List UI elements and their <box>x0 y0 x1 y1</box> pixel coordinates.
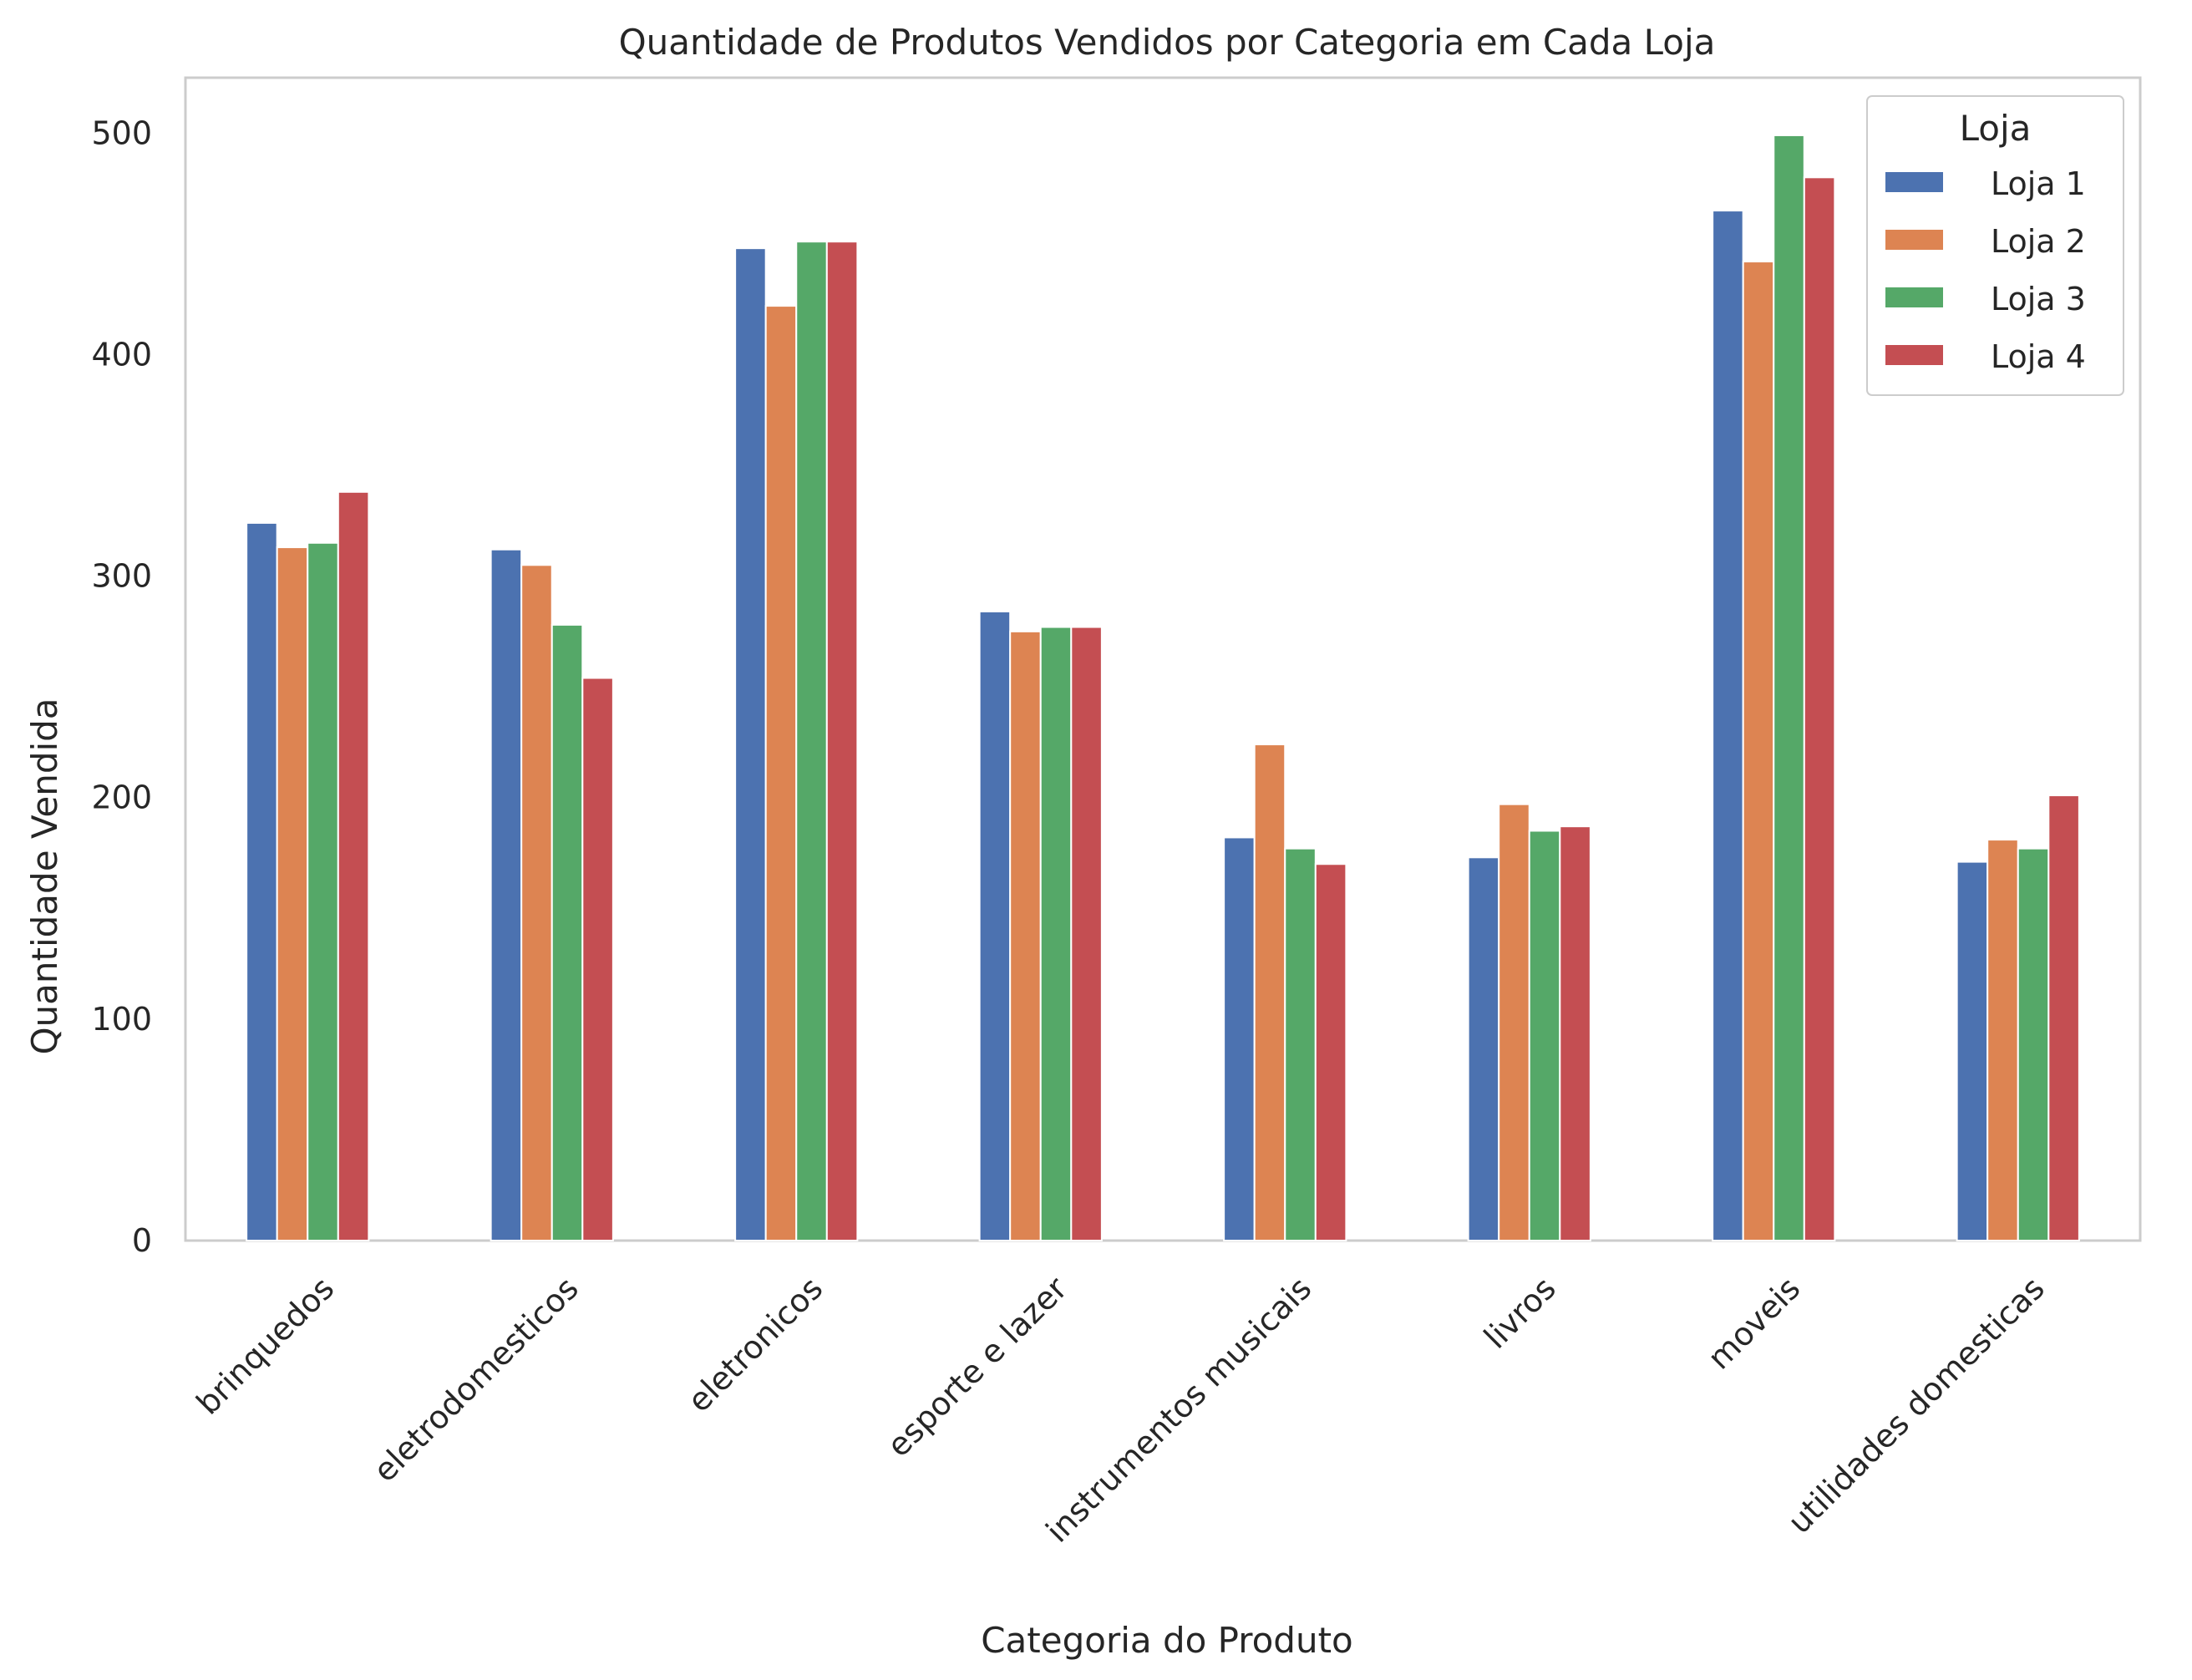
bar-loja-2-eletronicos <box>764 305 798 1241</box>
plot-frame <box>184 76 2142 1242</box>
y-tick-label: 500 <box>91 114 152 151</box>
bar-loja-2-esporte-e-lazer <box>1009 630 1042 1241</box>
bar-loja-2-brinquedos <box>276 546 309 1241</box>
legend-label: Loja 4 <box>1991 338 2086 375</box>
bar-loja-2-eletrodomesticos <box>520 564 553 1241</box>
bar-loja-3-moveis <box>1773 134 1805 1242</box>
y-tick-label: 300 <box>91 558 152 595</box>
legend-label: Loja 1 <box>1991 165 2086 202</box>
legend-label: Loja 2 <box>1991 223 2086 260</box>
legend-swatch <box>1885 287 1943 307</box>
bar-loja-2-livros <box>1498 803 1530 1241</box>
x-axis-label: Categoria do Produto <box>981 1620 1353 1661</box>
bar-loja-1-brinquedos <box>246 521 278 1241</box>
x-tick-label: eletrodomesticos <box>366 1270 585 1489</box>
legend: Loja Loja 1 Loja 2 Loja 3 Loja 4 <box>1866 95 2124 396</box>
bar-loja-4-moveis <box>1803 176 1836 1241</box>
bar-loja-1-eletronicos <box>734 247 767 1241</box>
y-tick-label: 400 <box>91 336 152 373</box>
bar-loja-3-utilidades-domesticas <box>2017 847 2050 1241</box>
bar-loja-4-utilidades-domesticas <box>2047 794 2080 1241</box>
chart-title: Quantidade de Produtos Vendidos por Cate… <box>619 22 1716 63</box>
y-axis-label: Quantidade Vendida <box>24 698 65 1054</box>
x-tick-label: utilidades domesticas <box>1781 1270 2052 1540</box>
legend-swatch <box>1885 172 1943 192</box>
legend-swatch <box>1885 345 1943 365</box>
legend-title: Loja <box>1960 108 2032 149</box>
bar-loja-2-utilidades-domesticas <box>1986 839 2019 1241</box>
bar-loja-4-eletrodomesticos <box>581 677 614 1241</box>
bar-loja-3-eletronicos <box>795 241 828 1242</box>
x-tick-label: moveis <box>1701 1270 1808 1377</box>
bar-loja-1-livros <box>1467 856 1500 1241</box>
x-axis-ticks: brinquedos eletrodomesticos eletronicos esp… <box>190 1270 2052 1550</box>
y-tick-label: 200 <box>91 779 152 816</box>
bar-loja-3-eletrodomesticos <box>551 623 584 1241</box>
legend-swatch <box>1885 230 1943 250</box>
bar-loja-1-esporte-e-lazer <box>978 610 1012 1241</box>
bar-loja-3-livros <box>1528 830 1561 1241</box>
x-tick-label: esporte e lazer <box>880 1270 1074 1464</box>
plot-area <box>184 76 2142 1242</box>
bar-loja-3-brinquedos <box>307 541 339 1241</box>
bar-loja-4-brinquedos <box>337 490 370 1241</box>
bar-loja-4-esporte-e-lazer <box>1070 626 1103 1241</box>
bar-loja-4-livros <box>1559 825 1591 1241</box>
bar-loja-3-esporte-e-lazer <box>1039 626 1073 1241</box>
bar-loja-1-moveis <box>1712 210 1744 1242</box>
bar-loja-1-instrumentos-musicais <box>1223 836 1256 1241</box>
legend-label: Loja 3 <box>1991 281 2086 317</box>
bar-loja-4-eletronicos <box>825 241 859 1242</box>
y-tick-label: 0 <box>132 1222 152 1259</box>
y-tick-label: 100 <box>91 1001 152 1038</box>
x-tick-label: eletronicos <box>681 1270 830 1419</box>
bar-loja-1-eletrodomesticos <box>490 548 523 1241</box>
bar-loja-2-instrumentos-musicais <box>1253 744 1286 1241</box>
x-tick-label: livros <box>1477 1270 1563 1356</box>
bar-loja-4-instrumentos-musicais <box>1314 863 1347 1242</box>
x-tick-label: brinquedos <box>190 1270 342 1422</box>
bar-loja-3-instrumentos-musicais <box>1284 847 1317 1241</box>
x-tick-label: instrumentos musicais <box>1039 1270 1319 1550</box>
bar-loja-1-utilidades-domesticas <box>1956 860 1989 1241</box>
y-axis-ticks: 0 100 200 300 400 500 <box>91 114 152 1259</box>
legend-box <box>1866 95 2124 396</box>
bar-loja-2-moveis <box>1742 261 1775 1241</box>
